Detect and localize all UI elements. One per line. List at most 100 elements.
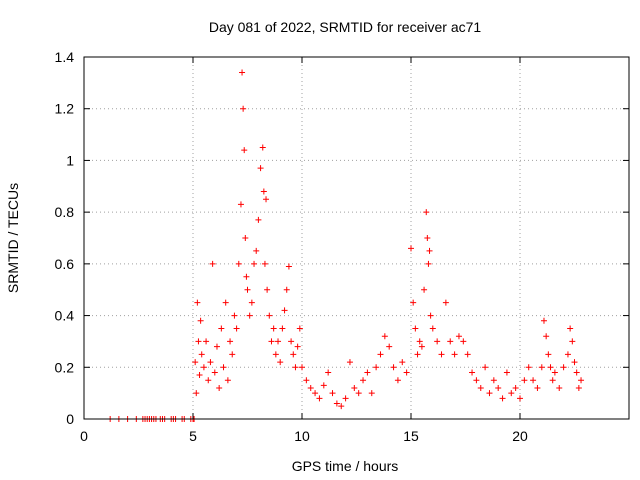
data-point <box>283 286 290 293</box>
data-point <box>499 395 506 402</box>
data-point <box>292 364 299 371</box>
data-point <box>429 325 436 332</box>
data-point <box>288 338 295 345</box>
chart-title: Day 081 of 2022, SRMTID for receiver ac7… <box>209 19 482 35</box>
data-point <box>246 312 253 319</box>
data-point <box>418 343 425 350</box>
data-point <box>209 260 216 267</box>
data-point <box>224 377 231 384</box>
data-point <box>416 338 423 345</box>
x-tick-label: 5 <box>189 428 197 444</box>
data-point <box>229 351 236 358</box>
y-tick-label: 0.8 <box>55 204 75 220</box>
data-point <box>227 338 234 345</box>
data-point <box>410 299 417 306</box>
data-point <box>222 299 229 306</box>
y-tick-label: 0.4 <box>55 308 75 324</box>
data-point <box>320 382 327 389</box>
data-point <box>425 260 432 267</box>
plot-frame <box>83 56 630 420</box>
data-point <box>205 377 212 384</box>
data-point <box>294 343 301 350</box>
data-point <box>360 377 367 384</box>
data-point <box>279 325 286 332</box>
data-point <box>525 364 532 371</box>
data-point <box>260 188 267 195</box>
data-point <box>540 317 547 324</box>
data-point <box>421 286 428 293</box>
grid-lines <box>84 57 629 419</box>
data-point <box>281 307 288 314</box>
data-point <box>285 263 292 270</box>
data-point <box>251 260 258 267</box>
data-point <box>255 216 262 223</box>
data-point <box>277 359 284 366</box>
data-point <box>508 390 515 397</box>
data-point <box>377 351 384 358</box>
data-point <box>538 364 545 371</box>
data-point <box>408 245 414 252</box>
data-point <box>521 377 528 384</box>
data-point <box>197 317 204 324</box>
data-point <box>578 377 585 384</box>
data-point <box>426 247 433 254</box>
data-point <box>427 312 434 319</box>
data-point <box>403 369 410 376</box>
x-tick-label: 15 <box>403 428 419 444</box>
data-point <box>434 338 441 345</box>
data-point <box>423 209 430 216</box>
data-point <box>560 364 567 371</box>
data-point <box>355 390 362 397</box>
data-point <box>316 395 323 402</box>
data-point <box>193 390 200 397</box>
data-point <box>381 333 388 340</box>
data-point <box>442 299 449 306</box>
data-point <box>307 384 314 391</box>
data-point <box>257 165 264 172</box>
data-point <box>261 260 268 267</box>
data-point <box>272 351 279 358</box>
data-point <box>268 338 275 345</box>
data-point <box>368 390 375 397</box>
data-point <box>573 369 580 376</box>
data-point <box>364 369 371 376</box>
data-point <box>192 359 199 366</box>
data-point <box>194 299 201 306</box>
data-point <box>325 369 332 376</box>
data-point <box>575 384 582 391</box>
data-point <box>567 325 574 332</box>
data-point <box>399 359 406 366</box>
x-tick-label: 10 <box>294 428 310 444</box>
data-point <box>218 325 225 332</box>
data-point <box>264 286 271 293</box>
data-point <box>477 384 484 391</box>
data-point <box>237 201 244 208</box>
data-point <box>259 144 266 151</box>
y-tick-label: 0.6 <box>55 256 75 272</box>
x-axis-label: GPS time / hours <box>292 458 399 474</box>
data-point <box>220 364 227 371</box>
data-point <box>312 390 319 397</box>
data-point <box>196 372 203 379</box>
data-point <box>342 395 349 402</box>
data-point <box>495 384 502 391</box>
data-point <box>195 338 202 345</box>
data-point <box>213 343 220 350</box>
data-point <box>530 377 537 384</box>
data-point <box>253 247 260 254</box>
data-point <box>545 351 552 358</box>
data-point <box>490 377 497 384</box>
data-point <box>266 312 273 319</box>
data-point <box>207 359 214 366</box>
data-point <box>549 377 556 384</box>
y-tick-label: 0.2 <box>55 359 75 375</box>
data-point <box>296 325 303 332</box>
data-point <box>240 105 247 112</box>
data-point <box>333 400 340 407</box>
x-tick-label: 0 <box>80 428 88 444</box>
data-point <box>270 325 277 332</box>
y-tick-label: 1.2 <box>55 101 75 117</box>
data-point <box>517 395 523 402</box>
data-point <box>543 333 550 340</box>
